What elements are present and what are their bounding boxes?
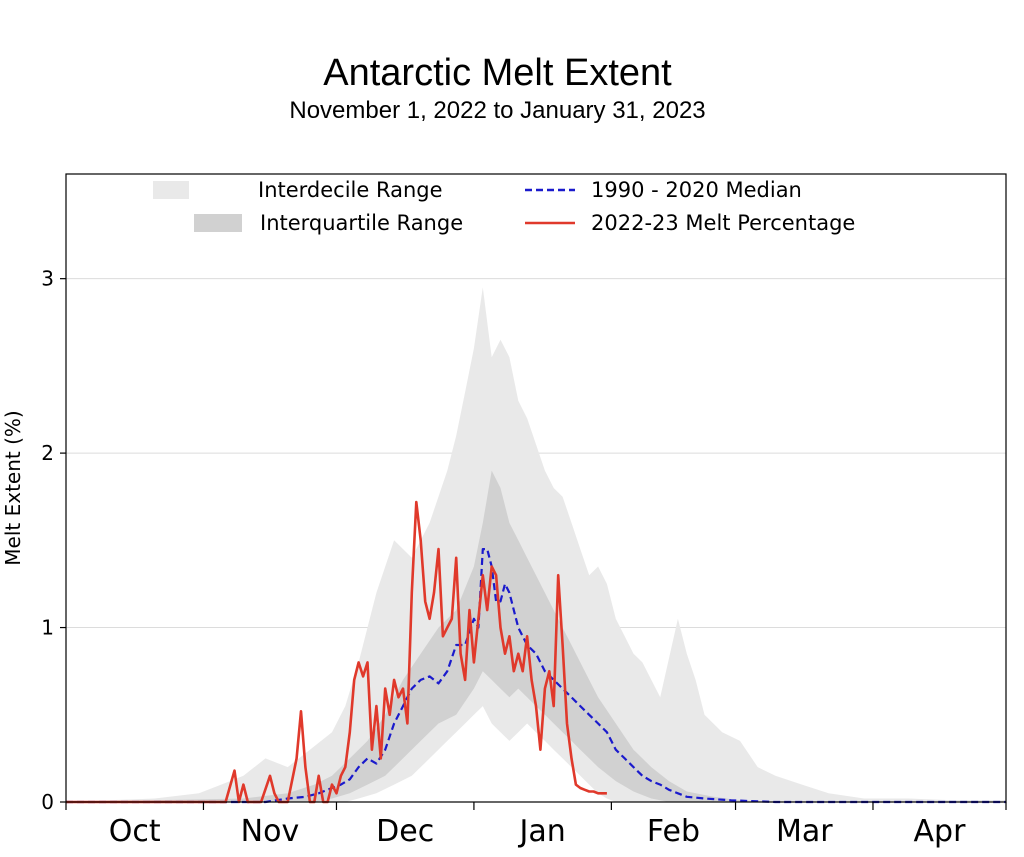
- x-tick-label: Dec: [376, 814, 434, 849]
- x-tick-label: Feb: [647, 814, 700, 849]
- interquartile-band: [66, 470, 1006, 802]
- x-tick-label: Mar: [776, 814, 833, 849]
- chart-title: Antarctic Melt Extent: [323, 52, 672, 94]
- data-series: [66, 500, 1006, 804]
- legend-swatch-interquartile: [194, 214, 242, 232]
- plot-frame: [65, 173, 1007, 803]
- y-tick-label: 2: [41, 441, 54, 465]
- chart-subtitle: November 1, 2022 to January 31, 2023: [289, 97, 706, 124]
- x-tick-label: Nov: [241, 814, 300, 849]
- legend-label-melt: 2022-23 Melt Percentage: [591, 211, 855, 235]
- range-bands: [66, 287, 1006, 802]
- legend-label-median: 1990 - 2020 Median: [591, 178, 802, 202]
- x-tick-label: Apr: [914, 814, 967, 849]
- legend-swatch-interdecile: [153, 181, 189, 199]
- legend: Interdecile Range Interquartile Range 1990…: [153, 178, 855, 235]
- legend-label-interquartile: Interquartile Range: [260, 211, 463, 235]
- y-tick-label: 3: [41, 267, 54, 291]
- y-tick-label: 0: [41, 790, 54, 814]
- y-axis-label: Melt Extent (%): [1, 410, 25, 565]
- x-tick-label: Jan: [518, 814, 566, 849]
- x-tick-label: Oct: [109, 814, 161, 849]
- axis-ticks: 0 1 2 3 Oct Nov Dec Jan Feb Mar Apr: [41, 267, 1007, 849]
- y-tick-label: 1: [41, 616, 54, 640]
- interdecile-band: [66, 287, 1006, 802]
- median-line: [66, 547, 1006, 804]
- legend-label-interdecile: Interdecile Range: [258, 178, 443, 202]
- melt-line: [66, 500, 607, 804]
